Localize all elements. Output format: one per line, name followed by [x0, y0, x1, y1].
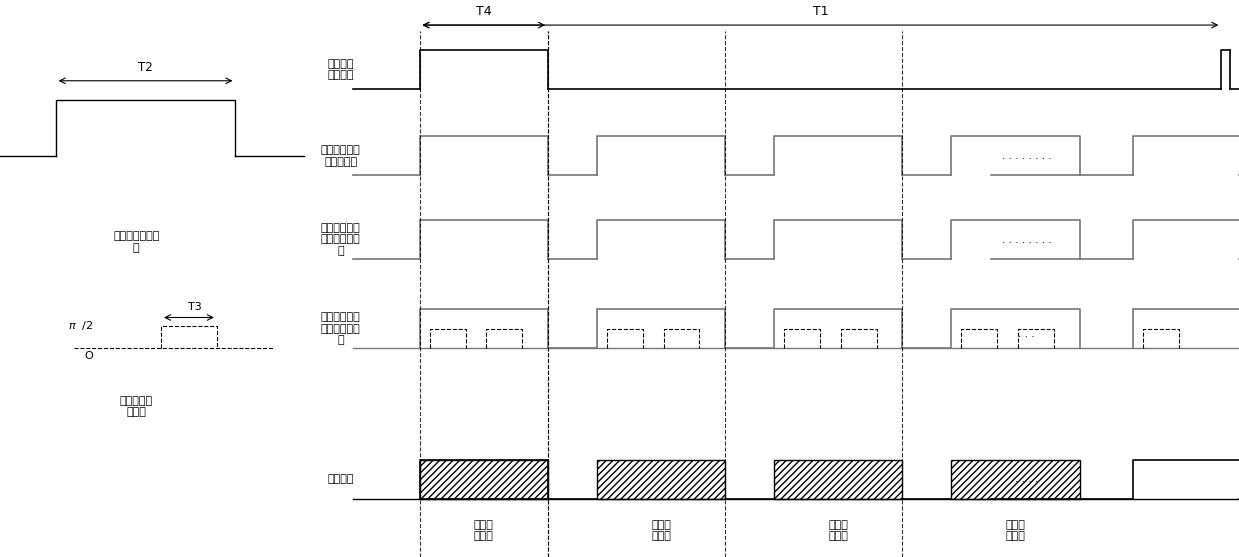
- Text: O: O: [84, 351, 93, 361]
- Text: T1: T1: [813, 6, 828, 18]
- Text: 水听器阵列返
回脉冲信号: 水听器阵列返 回脉冲信号: [321, 145, 361, 167]
- Text: . . .: . . .: [1018, 329, 1035, 339]
- Bar: [420, 460, 548, 499]
- Text: 第三传
感信号: 第三传 感信号: [828, 520, 847, 541]
- Text: 强度调制脉冲信
号: 强度调制脉冲信 号: [113, 232, 160, 253]
- Text: 相位调制方
波信号: 相位调制方 波信号: [120, 396, 152, 417]
- Text: . . . . . . . .: . . . . . . . .: [1001, 234, 1051, 245]
- Text: 干涉信号: 干涉信号: [327, 474, 354, 484]
- Text: 第一传
感信号: 第一传 感信号: [473, 520, 493, 541]
- Text: T2: T2: [139, 61, 152, 74]
- Text: 初始脉冲
调制信号: 初始脉冲 调制信号: [327, 59, 354, 80]
- Text: 经过匹配干涉
仪长臂回来信
号: 经过匹配干涉 仪长臂回来信 号: [321, 312, 361, 345]
- Text: T4: T4: [476, 6, 492, 18]
- Text: . . . .: . . . .: [1015, 474, 1038, 484]
- Text: $\pi$  /2: $\pi$ /2: [68, 319, 93, 333]
- Text: . . . . . . . .: . . . . . . . .: [1001, 151, 1051, 161]
- Text: 第四传
感信号: 第四传 感信号: [1005, 520, 1025, 541]
- Bar: [597, 460, 725, 499]
- Bar: [952, 460, 1079, 499]
- Text: 第二传
感信号: 第二传 感信号: [650, 520, 670, 541]
- Text: 经过匹配干涉
仪短臂回来信
号: 经过匹配干涉 仪短臂回来信 号: [321, 223, 361, 256]
- Bar: [774, 460, 902, 499]
- Text: T3: T3: [188, 302, 202, 312]
